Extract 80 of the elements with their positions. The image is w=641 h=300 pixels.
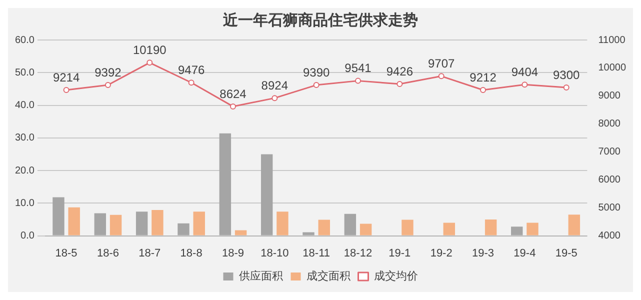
x-tick-label: 18-10 [260,247,289,260]
bar [302,232,314,236]
x-tick-label: 19-2 [430,247,452,260]
y2-tick-label: 9000 [598,90,621,102]
point [438,73,444,80]
y-tick-label: 60.0 [14,34,35,46]
x-tick-label: 19-5 [555,247,578,260]
bar [110,214,122,236]
y2-tick-label: 10000 [598,62,626,74]
x-tick-label: 19-3 [472,247,494,260]
legend-label: 供应面积 [238,270,283,283]
point [563,84,570,91]
bar [68,207,80,236]
bar [276,212,288,236]
bar [568,214,580,236]
bar [360,224,372,236]
data-label: 8624 [220,86,247,101]
y-tick-label: 50.0 [14,67,35,78]
bar [402,220,414,236]
bar [152,210,164,236]
y-tick-label: 30.0 [14,132,35,144]
bar [260,154,273,236]
data-label: 9390 [302,65,330,80]
x-tick-label: 18-12 [344,247,372,260]
bar [443,222,456,236]
y2-tick-label: 5000 [598,202,621,214]
x-tick-label: 18-7 [138,247,161,260]
data-label: 9476 [178,62,205,77]
chart-title: 近一年石狮商品住宅供求走势 [222,11,418,30]
data-label: 9300 [553,68,580,82]
point [480,87,486,94]
point [63,86,70,93]
data-label: 9212 [470,70,497,84]
bar [318,220,330,236]
data-label: 9426 [386,64,414,78]
bar [511,226,523,236]
bar [526,222,538,236]
point [188,80,194,86]
data-label: 9392 [94,65,122,80]
x-tick-label: 18-5 [55,247,78,260]
y-tick-label: 10.0 [14,198,35,209]
data-label: 9404 [511,64,538,79]
x-tick-label: 19-1 [388,247,411,260]
data-label: 8924 [261,78,288,92]
y2-tick-label: 4000 [598,230,621,242]
y-tick-label: 0.0 [20,230,35,242]
y2-tick-label: 11000 [598,34,626,46]
legend-label: 成交面积 [306,270,350,283]
y2-tick-label: 6000 [598,174,621,186]
x-tick-label: 18-9 [222,247,244,260]
bar [234,230,247,236]
x-tick-label: 19-4 [514,247,536,260]
y-tick-label: 40.0 [14,100,35,112]
bar [136,212,148,236]
point [230,103,236,110]
bar [484,219,497,236]
x-tick-label: 18-11 [302,247,330,260]
point [104,82,111,88]
point [272,95,278,102]
bar [193,212,205,236]
y2-tick-label: 7000 [598,146,621,158]
bar [219,133,232,236]
point [396,81,403,88]
bar [344,214,356,236]
y-tick-label: 20.0 [14,165,35,176]
point [313,82,320,88]
x-tick-label: 18-6 [96,247,119,260]
point [355,78,361,84]
point [146,60,153,66]
bar [52,197,64,236]
bar [94,213,106,236]
point [522,82,528,88]
legend-label: 成交均价 [374,270,418,283]
data-label: 9541 [344,61,372,76]
bar [178,223,190,236]
data-label: 9707 [428,56,456,70]
data-label: 10190 [132,42,167,57]
data-label: 9214 [52,70,80,84]
x-tick-label: 18-8 [180,247,202,260]
y2-tick-label: 8000 [598,118,621,130]
